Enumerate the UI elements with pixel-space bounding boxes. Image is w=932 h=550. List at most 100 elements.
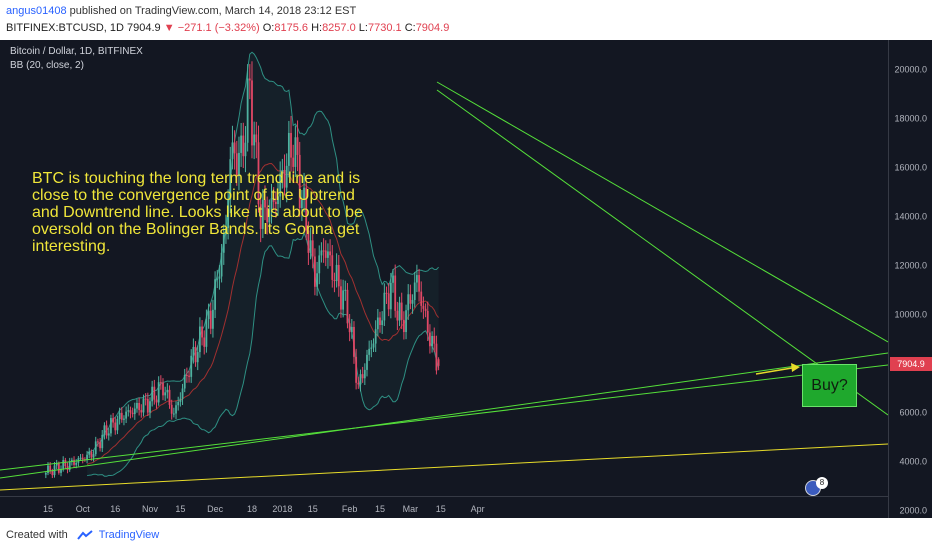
- candle-body: [277, 196, 279, 205]
- candle-body: [131, 412, 134, 415]
- price-tick-label: 4000.0: [899, 457, 927, 467]
- candle-body: [166, 389, 169, 393]
- candle-body: [281, 169, 284, 174]
- high-label: H:: [311, 22, 323, 34]
- candle-body: [97, 441, 99, 443]
- candle-body: [90, 451, 93, 458]
- candle-body: [222, 234, 225, 253]
- time-tick-label: Dec: [207, 504, 224, 514]
- candle-body: [314, 256, 316, 287]
- candle-body: [424, 308, 427, 311]
- bb-lower-band: [86, 231, 440, 477]
- candle-body: [318, 255, 321, 274]
- candle-body: [320, 250, 323, 256]
- candle-body: [212, 309, 214, 329]
- candle-body: [175, 405, 177, 414]
- symbol-label: BITFINEX:BTCUSD, 1D: [6, 22, 124, 34]
- candle-body: [103, 425, 106, 435]
- candle-body: [153, 386, 156, 400]
- time-tick-label: 15: [175, 504, 185, 514]
- candle-body: [264, 199, 266, 208]
- candle-body: [120, 412, 123, 420]
- candle-body: [246, 78, 249, 143]
- candle-body: [79, 457, 82, 459]
- time-axis-labels: 15 Oct 16 Nov 15 Dec 18 2018 15 Feb 15 Mar 15 Apr: [43, 504, 485, 514]
- candle-body: [322, 250, 325, 252]
- annotation-text: BTC is touching the long term trend line…: [32, 170, 363, 255]
- last-price-label: 7904.9: [890, 357, 932, 371]
- candle-body: [55, 463, 58, 466]
- time-tick-label: 15: [375, 504, 385, 514]
- candle-body: [155, 399, 158, 403]
- candle-body: [168, 389, 171, 405]
- candle-body: [170, 404, 173, 414]
- candle-body: [389, 282, 392, 310]
- publish-info: angus01408 published on TradingView.com,…: [6, 5, 356, 17]
- candle-body: [183, 374, 186, 389]
- candle-body: [407, 294, 410, 311]
- high-value: 8257.0: [322, 22, 356, 34]
- symbol-ohlc-line: BITFINEX:BTCUSD, 1D 7904.9 ▼ −271.1 (−3.…: [6, 22, 449, 34]
- candle-body: [162, 382, 164, 396]
- time-tick-label: Feb: [342, 504, 358, 514]
- candle-body: [177, 401, 180, 406]
- candle-body: [307, 230, 310, 253]
- price-tick-label: 2000.0: [899, 506, 927, 516]
- last-value: 7904.9: [127, 22, 161, 34]
- candle-body: [179, 398, 182, 402]
- low-value: 7730.1: [367, 22, 402, 34]
- created-with: Created with TradingView: [6, 529, 159, 541]
- candle-body: [203, 337, 206, 347]
- candle-body: [398, 302, 401, 321]
- candle-body: [257, 142, 260, 205]
- candle-body: [329, 251, 331, 256]
- event-count-badge: 8: [816, 477, 828, 489]
- candle-body: [164, 392, 167, 396]
- candle-body: [199, 326, 201, 353]
- candle-body: [205, 319, 208, 347]
- open-value: 8175.6: [274, 22, 308, 34]
- candle-body: [157, 382, 160, 403]
- candle-body: [225, 227, 227, 235]
- candle-body: [129, 410, 132, 413]
- time-tick-label: 18: [247, 504, 257, 514]
- price-axis[interactable]: 2000.04000.06000.08000.010000.012000.014…: [888, 40, 932, 518]
- candle-body: [324, 250, 327, 258]
- candle-body: [409, 294, 412, 304]
- buy-label: Buy?: [811, 376, 848, 394]
- close-value: 7904.9: [415, 22, 450, 34]
- candle-body: [270, 198, 273, 210]
- candle-body: [133, 408, 136, 415]
- footer: Created with TradingView: [0, 518, 932, 550]
- candle-body: [220, 252, 223, 277]
- candle-body: [433, 335, 436, 344]
- candle-body: [62, 459, 65, 469]
- price-plot[interactable]: [0, 40, 888, 518]
- price-tick-label: 6000.0: [899, 408, 927, 418]
- candle-body: [287, 132, 290, 166]
- change-value: −271.1 (−3.32%): [177, 22, 260, 34]
- candle-body: [227, 199, 230, 228]
- candle-body: [331, 255, 334, 280]
- author-link[interactable]: angus01408: [6, 5, 67, 17]
- candle-body: [272, 198, 275, 202]
- candle-body: [192, 346, 195, 356]
- candle-body: [114, 422, 117, 431]
- buy-zone-box: Buy?: [802, 364, 857, 407]
- indicator-legend[interactable]: BB (20, close, 2): [10, 60, 84, 71]
- chart-area[interactable]: Bitcoin / Dollar, 1D, BITFINEX BB (20, c…: [0, 40, 932, 518]
- time-axis[interactable]: 15 Oct 16 Nov 15 Dec 18 2018 15 Feb 15 Mar 15 Apr: [0, 496, 888, 518]
- candle-body: [181, 388, 184, 399]
- candle-body: [429, 332, 431, 347]
- candle-body: [70, 459, 73, 462]
- candle-body: [60, 468, 62, 473]
- price-tick-label: 12000.0: [894, 261, 927, 271]
- candle-body: [92, 454, 95, 458]
- candle-body: [268, 209, 271, 223]
- candle-body: [194, 346, 197, 363]
- tradingview-link[interactable]: TradingView: [98, 529, 160, 541]
- price-axis-labels: 2000.04000.06000.08000.010000.012000.014…: [894, 64, 927, 516]
- candle-body: [244, 142, 247, 157]
- series-legend: Bitcoin / Dollar, 1D, BITFINEX: [10, 46, 143, 57]
- candle-body: [431, 335, 433, 347]
